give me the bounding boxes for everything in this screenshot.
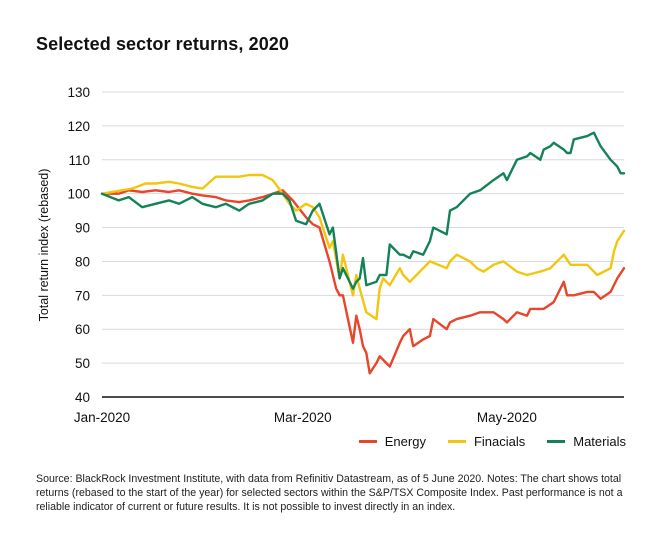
series-lines (100, 131, 626, 375)
series-line-materials (100, 131, 626, 290)
legend-item-finacials: Finacials (447, 434, 526, 449)
source-note: Source: BlackRock Investment Institute, … (36, 473, 623, 513)
y-tick-label: 40 (75, 390, 90, 405)
series-line-finacials (100, 173, 626, 321)
y-tick-label: 70 (75, 288, 90, 303)
y-tick-label: 110 (68, 153, 90, 168)
y-tick-label: 100 (67, 187, 90, 202)
x-tick-labels: Jan-2020 Mar-2020 May-2020 (74, 410, 537, 425)
legend-label: Finacials (473, 434, 526, 449)
legend-swatch (547, 440, 566, 443)
y-tick-labels: 40 50 60 70 80 90 100 110 120 130 (67, 85, 90, 405)
y-tick-label: 130 (67, 85, 90, 100)
legend-item-materials: Materials (547, 434, 626, 449)
y-tick-label: 90 (75, 221, 90, 236)
chart-title: Selected sector returns, 2020 (36, 34, 290, 54)
x-tick-label: May-2020 (477, 410, 537, 425)
y-tick-label: 80 (75, 254, 90, 269)
legend-label: Energy (384, 434, 426, 449)
y-tick-label: 120 (67, 119, 90, 134)
y-tick-label: 60 (75, 322, 90, 337)
y-tick-label: 50 (75, 356, 90, 371)
legend-item-energy: Energy (358, 434, 426, 449)
y-axis-label: Total return index (rebased) (37, 168, 51, 322)
series-line-energy (100, 189, 626, 375)
legend-swatch (447, 440, 466, 443)
x-tick-label: Jan-2020 (74, 410, 130, 425)
legend: Energy Finacials Materials (358, 434, 626, 449)
legend-swatch (358, 440, 377, 443)
legend-label: Materials (573, 434, 626, 449)
gridlines (102, 91, 624, 398)
x-tick-label: Mar-2020 (274, 410, 332, 425)
